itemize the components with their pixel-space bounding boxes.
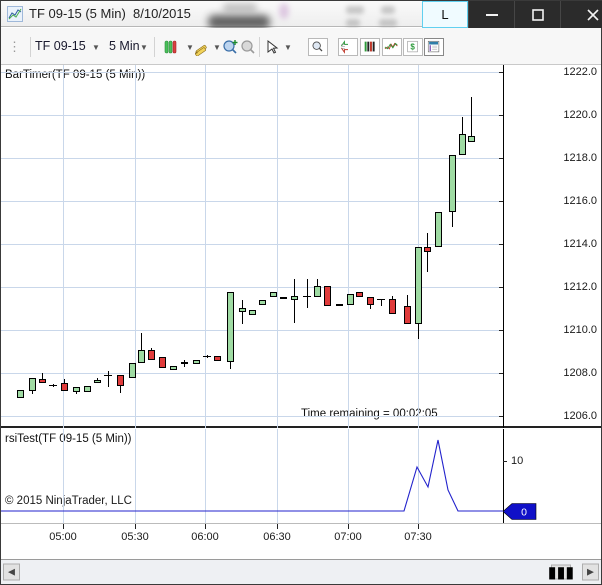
svg-text:0: 0 — [521, 506, 527, 518]
svg-text:$: $ — [410, 43, 415, 52]
